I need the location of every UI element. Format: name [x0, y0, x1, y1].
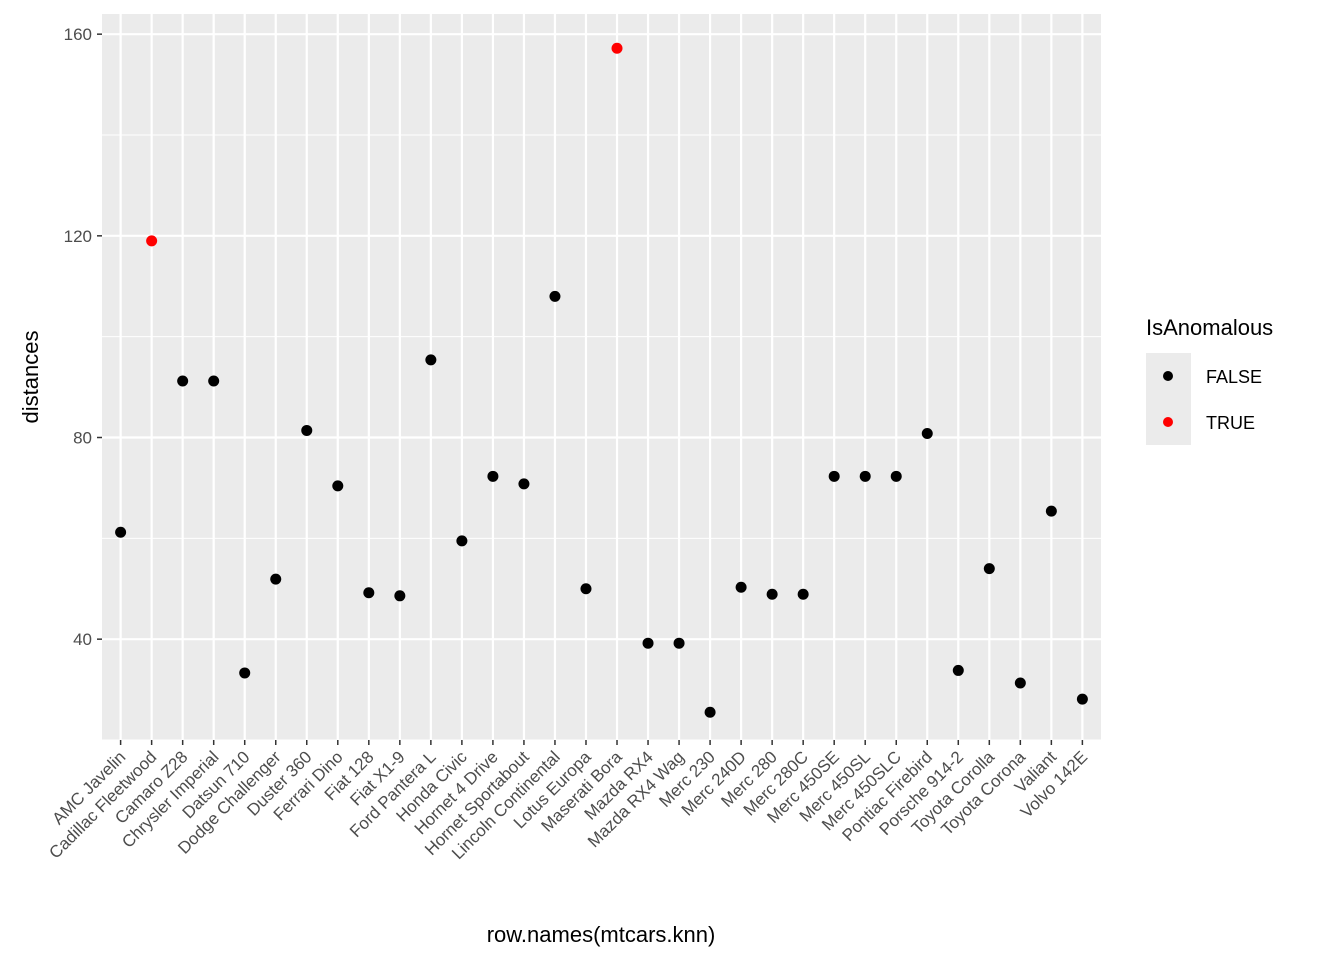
data-point [673, 637, 685, 649]
data-point [859, 470, 871, 482]
legend-key-false [1163, 371, 1173, 381]
legend: IsAnomalous FALSE TRUE [1146, 315, 1273, 445]
y-axis-title: distances [18, 331, 43, 424]
data-point [1045, 505, 1057, 517]
y-tick-label: 160 [64, 25, 92, 44]
y-tick-label: 80 [73, 429, 92, 448]
data-point [270, 573, 282, 585]
data-points [115, 42, 1088, 718]
data-point [301, 424, 313, 436]
data-point [115, 526, 127, 538]
y-tick-label: 120 [64, 227, 92, 246]
data-point [549, 290, 561, 302]
data-point [1014, 677, 1026, 689]
data-point [642, 637, 654, 649]
data-point [766, 588, 778, 600]
data-point-anomalous [146, 235, 158, 247]
data-point [518, 478, 530, 490]
data-point [456, 535, 468, 547]
major-gridlines [102, 14, 1101, 740]
data-point [425, 354, 437, 366]
data-point [735, 581, 747, 593]
plot-panel [102, 14, 1101, 740]
legend-label-false: FALSE [1206, 367, 1262, 387]
data-point [394, 590, 406, 602]
y-tick-label: 40 [73, 630, 92, 649]
data-point [363, 587, 375, 599]
data-point [332, 480, 344, 492]
data-point [983, 563, 995, 575]
data-point [921, 427, 933, 439]
data-point [890, 470, 902, 482]
legend-key-true [1163, 417, 1173, 427]
data-point [1076, 693, 1088, 705]
data-point [208, 375, 220, 387]
legend-label-true: TRUE [1206, 413, 1255, 433]
data-point [797, 588, 809, 600]
data-point [177, 375, 189, 387]
legend-key-background [1146, 353, 1191, 445]
data-point [487, 470, 499, 482]
x-axis-title: row.names(mtcars.knn) [487, 922, 716, 947]
data-point [952, 664, 964, 676]
data-point [239, 667, 251, 679]
data-point [828, 470, 840, 482]
data-point-anomalous [611, 42, 623, 54]
minor-gridlines [102, 134, 1101, 741]
legend-title: IsAnomalous [1146, 315, 1273, 340]
y-axis-ticks: 40 80 120 160 [64, 25, 102, 649]
data-point [580, 583, 592, 595]
data-point [704, 706, 716, 718]
